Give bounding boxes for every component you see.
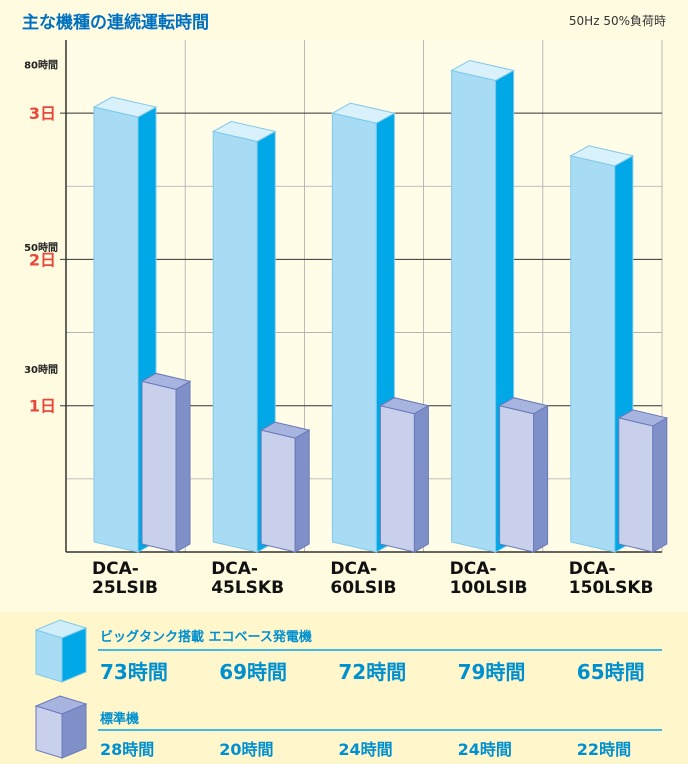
value-label: 69時間 bbox=[219, 656, 287, 685]
bar-side bbox=[653, 418, 667, 552]
chart: 1日2日3日30時間50時間80時間 主な機種の連続運転時間 50Hz 50%負… bbox=[0, 0, 688, 764]
bar-side bbox=[534, 406, 548, 552]
bar-side bbox=[414, 406, 428, 552]
legend-icon-2 bbox=[36, 696, 86, 758]
bar-front bbox=[94, 107, 138, 552]
x-tick-label: DCA- 150LSKB bbox=[569, 560, 654, 598]
chart-svg: 1日2日3日30時間50時間80時間 bbox=[0, 0, 688, 764]
legend-label: ビッグタンク搭載 エコベース発電機 bbox=[100, 626, 312, 645]
value-label: 65時間 bbox=[577, 656, 645, 685]
y-tick-label: 3日 bbox=[29, 104, 56, 123]
value-label: 22時間 bbox=[577, 736, 631, 760]
value-label: 28時間 bbox=[100, 736, 154, 760]
legend-label: 標準機 bbox=[100, 708, 139, 727]
value-label: 20時間 bbox=[219, 736, 273, 760]
value-label: 79時間 bbox=[458, 656, 526, 685]
bar-front bbox=[619, 418, 653, 552]
page: {"chart_data": {"type": "bar3d", "title"… bbox=[0, 0, 688, 764]
value-label: 73時間 bbox=[100, 656, 168, 685]
chart-subtitle: 50Hz 50%負荷時 bbox=[569, 12, 666, 29]
x-tick-label: DCA- 25LSIB bbox=[92, 560, 158, 598]
bar-front bbox=[500, 406, 534, 552]
bar-front bbox=[261, 430, 295, 552]
hour-label: 30時間 bbox=[24, 363, 58, 376]
value-label: 24時間 bbox=[338, 736, 392, 760]
value-label: 24時間 bbox=[458, 736, 512, 760]
hour-label: 50時間 bbox=[24, 241, 58, 254]
x-tick-label: DCA- 60LSIB bbox=[330, 560, 396, 598]
bar-front bbox=[452, 70, 496, 552]
y-tick-label: 1日 bbox=[29, 397, 56, 416]
bar-front bbox=[213, 131, 257, 552]
bar-front bbox=[142, 381, 176, 552]
chart-title: 主な機種の連続運転時間 bbox=[22, 8, 209, 33]
legend-icon-1 bbox=[36, 620, 86, 682]
x-tick-label: DCA- 100LSIB bbox=[450, 560, 528, 598]
value-label: 72時間 bbox=[338, 656, 406, 685]
bar-side bbox=[295, 430, 309, 552]
x-tick-label: DCA- 45LSKB bbox=[211, 560, 284, 598]
bar-front bbox=[332, 113, 376, 552]
hour-label: 80時間 bbox=[24, 58, 58, 71]
bar-side bbox=[176, 381, 190, 552]
bar-front bbox=[380, 406, 414, 552]
bar-front bbox=[571, 156, 615, 552]
